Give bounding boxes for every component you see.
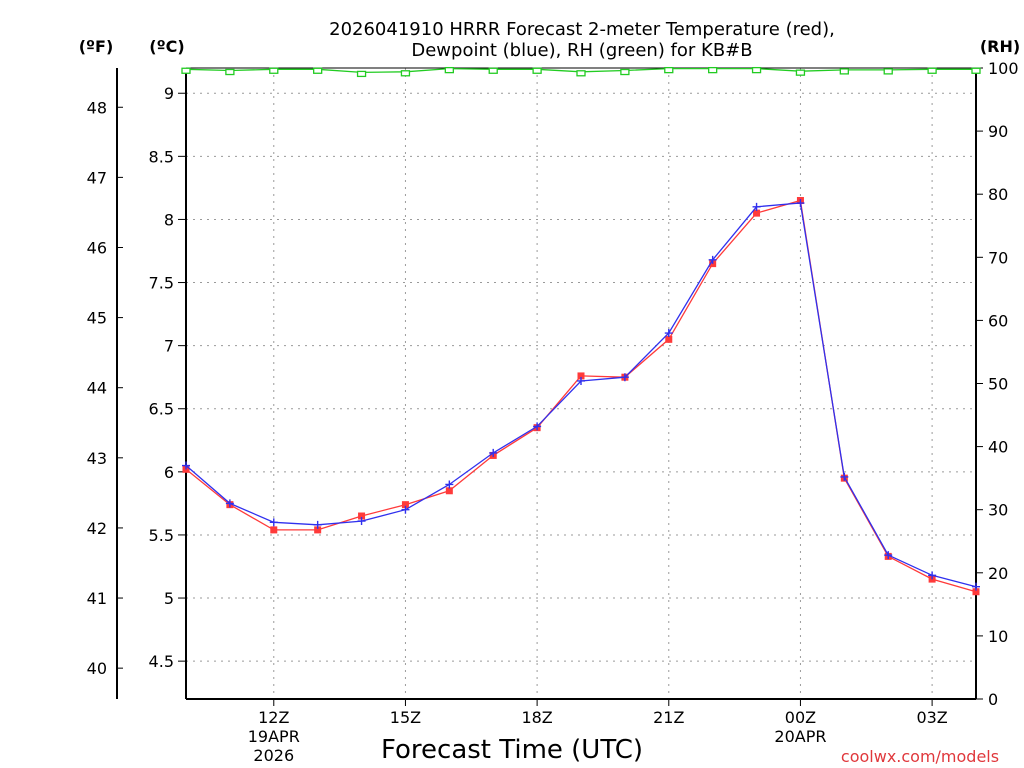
dewpoint-marker: [533, 422, 542, 431]
x-tick-sublabel: 2026: [253, 746, 294, 765]
temperature-marker: [358, 512, 366, 520]
celsius-tick-label: 5: [164, 589, 174, 608]
fahrenheit-tick-label: 45: [87, 309, 107, 328]
celsius-tick-label: 7: [164, 337, 174, 356]
dewpoint-marker: [928, 571, 937, 580]
rh-tick-label: 60: [988, 311, 1008, 330]
dewpoint-marker: [489, 448, 498, 457]
rh-marker: [488, 67, 498, 74]
celsius-tick-label: 9: [164, 84, 174, 103]
x-tick-label: 21Z: [653, 708, 684, 727]
temperature-marker: [314, 526, 322, 534]
rh-marker: [356, 70, 367, 78]
x-axis-label: Forecast Time (UTC): [381, 735, 643, 765]
temperature-marker: [665, 335, 673, 343]
dewpoint-line: [185, 202, 977, 588]
dewpoint-marker: [313, 520, 322, 529]
rh-tick-label: 20: [988, 564, 1008, 583]
x-tick-label: 00Z: [785, 708, 816, 727]
celsius-tick-label: 6: [164, 463, 174, 482]
celsius-tick-label: 6.5: [149, 400, 174, 419]
dewpoint-marker: [752, 202, 761, 211]
x-tick-label: 15Z: [390, 708, 421, 727]
celsius-tick-label: 7.5: [149, 274, 174, 293]
fahrenheit-tick-label: 46: [87, 238, 107, 257]
dewpoint-marker: [445, 480, 454, 489]
data-series: [181, 66, 981, 596]
dewpoint-marker: [620, 373, 629, 382]
rh-tick-label: 30: [988, 501, 1008, 520]
rh-unit-label: (RH): [980, 37, 1020, 56]
fahrenheit-tick-label: 48: [87, 98, 107, 117]
rh-marker: [576, 70, 586, 77]
temperature-marker: [753, 209, 761, 217]
dewpoint-marker: [577, 376, 585, 385]
rh-marker: [839, 68, 849, 75]
rh-marker: [313, 67, 323, 74]
rh-marker: [532, 67, 542, 74]
rh-tick-label: 100: [988, 59, 1019, 78]
rh-tick-label: 90: [988, 122, 1008, 141]
rh-marker: [795, 69, 806, 76]
dewpoint-marker: [796, 199, 805, 208]
celsius-tick-label: 5.5: [149, 526, 174, 545]
temperature-marker: [577, 372, 585, 380]
credit-text: coolwx.com/models: [841, 747, 999, 766]
dewpoint-marker: [269, 518, 278, 527]
dewpoint-marker: [972, 582, 980, 591]
celsius-tick-label: 8: [164, 210, 174, 229]
x-tick-label: 18Z: [521, 708, 552, 727]
temperature-marker: [270, 526, 278, 534]
rh-marker: [620, 68, 630, 76]
rh-tick-label: 40: [988, 438, 1008, 457]
temperature-marker: [445, 487, 453, 495]
fahrenheit-tick-label: 42: [87, 519, 107, 538]
rh-tick-label: 0: [988, 690, 998, 709]
dewpoint-marker: [182, 461, 190, 470]
rh-marker: [181, 67, 191, 74]
rh-tick-label: 70: [988, 248, 1008, 267]
chart-title-line-2: Dewpoint (blue), RH (green) for KB#B: [411, 40, 752, 61]
rh-marker: [971, 67, 981, 74]
dewpoint-marker: [225, 499, 234, 508]
chart-title-line-1: 2026041910 HRRR Forecast 2-meter Tempera…: [329, 19, 835, 40]
temperature-marker: [972, 588, 980, 596]
celsius-tick-label: 4.5: [149, 652, 174, 671]
x-tick-sublabel: 20APR: [774, 727, 826, 746]
fahrenheit-tick-label: 43: [87, 449, 107, 468]
rh-marker: [883, 68, 893, 75]
rh-marker: [664, 66, 674, 74]
x-tick-label: 12Z: [258, 708, 289, 727]
temperature-marker: [401, 501, 409, 509]
dewpoint-marker: [664, 329, 673, 338]
x-tick-label: 03Z: [916, 708, 947, 727]
fahrenheit-tick-label: 47: [87, 168, 107, 187]
dewpoint-marker: [357, 517, 366, 526]
rh-tick-label: 50: [988, 375, 1008, 394]
rh-marker: [269, 67, 279, 74]
dewpoint-marker: [840, 472, 849, 481]
rh-marker: [400, 70, 411, 77]
fahrenheit-tick-label: 44: [87, 379, 107, 398]
axes: 4.5 5 5.5 6 6.5 7 7.5 8 8.5 9 40 41 42 43 44 45 46 47 48 0 1…: [87, 59, 1019, 765]
fahrenheit-unit-label: (ºF): [79, 37, 114, 56]
gridlines: [186, 68, 976, 699]
x-tick-sublabel: 19APR: [248, 727, 300, 746]
rh-marker: [708, 66, 718, 74]
fahrenheit-tick-label: 40: [87, 659, 107, 678]
celsius-unit-label: (ºC): [149, 37, 184, 56]
rh-marker: [444, 66, 454, 74]
fahrenheit-tick-label: 41: [87, 589, 107, 608]
dewpoint-marker: [884, 551, 893, 560]
rh-marker: [751, 66, 762, 74]
rh-tick-label: 10: [988, 627, 1008, 646]
temperature-line: [185, 199, 977, 593]
rh-tick-label: 80: [988, 185, 1008, 204]
rh-marker: [225, 68, 235, 76]
celsius-tick-label: 8.5: [149, 147, 174, 166]
rh-marker: [927, 67, 937, 74]
dewpoint-marker: [401, 505, 410, 514]
dewpoint-marker: [708, 255, 717, 264]
